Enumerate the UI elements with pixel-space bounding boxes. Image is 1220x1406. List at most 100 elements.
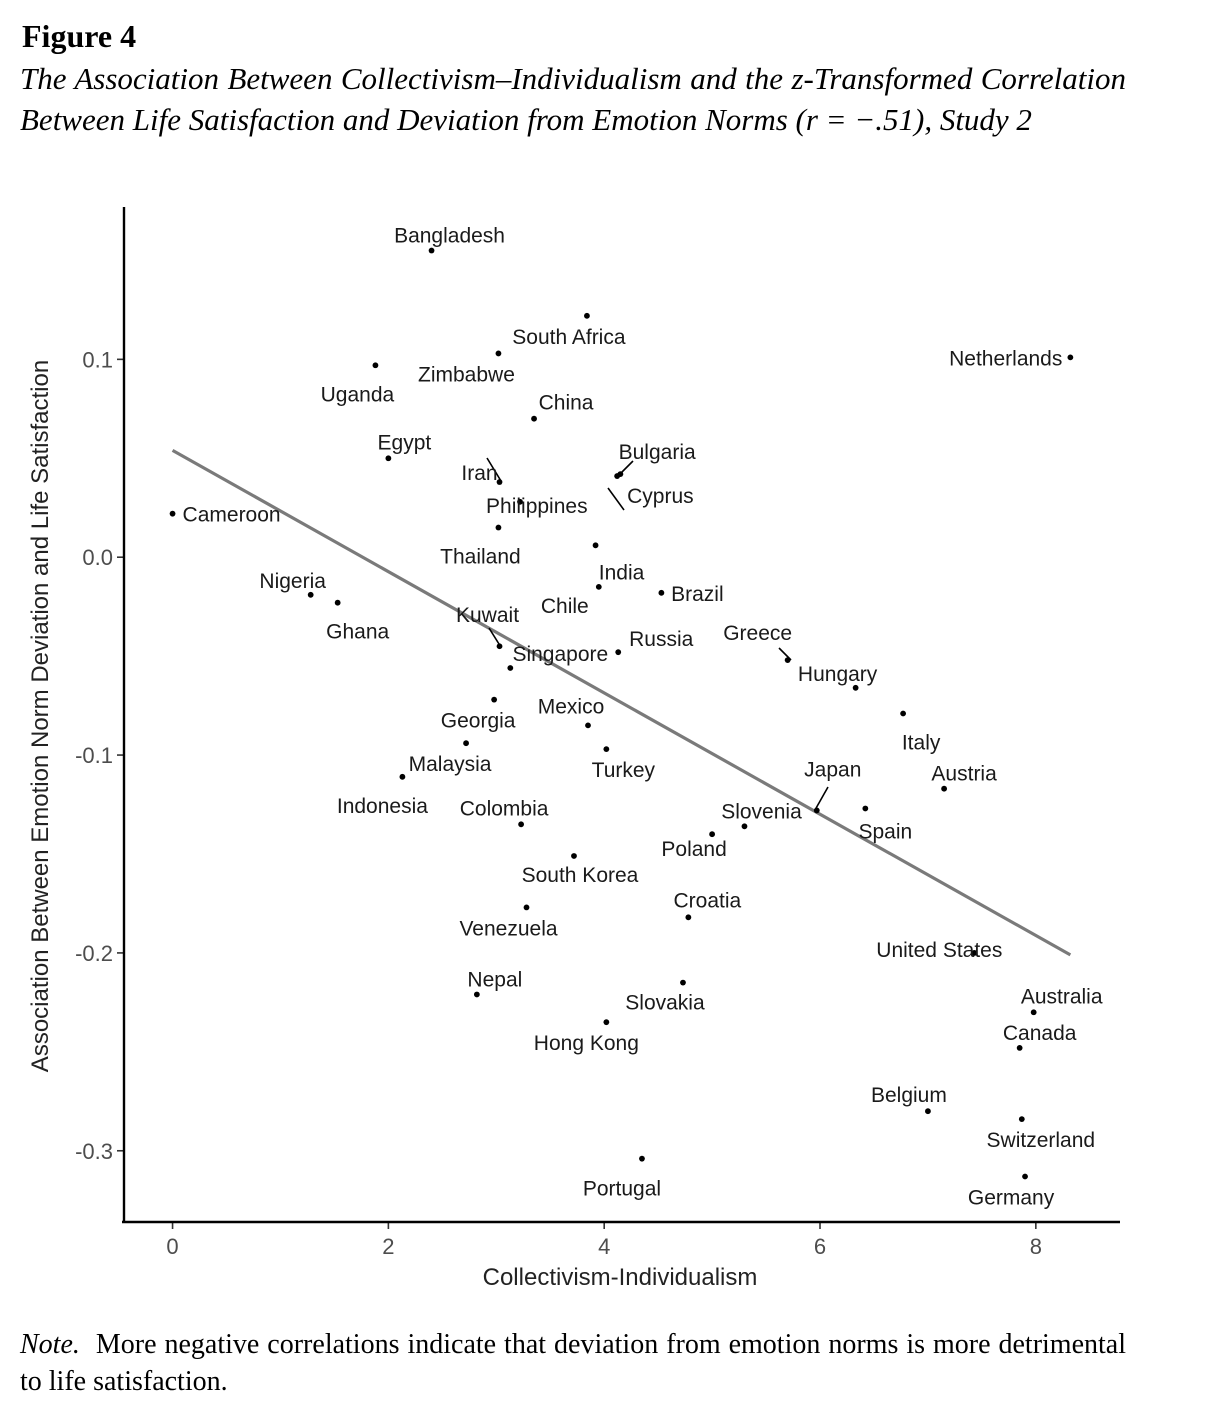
point-hong-kong	[603, 1019, 610, 1026]
point-label-philippines: Philippines	[486, 495, 588, 518]
point-belgium	[925, 1108, 931, 1115]
point-south-korea	[571, 853, 577, 859]
iran-callout	[486, 457, 502, 482]
point-ghana	[334, 599, 341, 606]
point-label-italy: Italy	[902, 732, 941, 755]
point-label-singapore: Singapore	[512, 643, 608, 666]
point-portugal	[639, 1155, 645, 1162]
point-poland	[709, 831, 716, 838]
point-label-iran: Iran	[461, 462, 497, 485]
point-label-uganda: Uganda	[321, 383, 395, 406]
point-label-indonesia: Indonesia	[337, 795, 428, 818]
y-tick-label: -0.1	[75, 743, 113, 768]
point-russia	[615, 649, 622, 656]
point-label-bangladesh: Bangladesh	[394, 225, 505, 248]
point-croatia	[685, 914, 692, 921]
point-label-greece: Greece	[723, 622, 792, 645]
point-india	[592, 542, 599, 549]
point-austria	[941, 785, 948, 792]
point-label-portugal: Portugal	[583, 1178, 661, 1201]
point-label-belgium: Belgium	[871, 1084, 947, 1107]
point-italy	[900, 710, 907, 717]
point-label-australia: Australia	[1021, 985, 1103, 1008]
point-label-slovenia: Slovenia	[721, 800, 802, 823]
point-label-mexico: Mexico	[538, 695, 605, 718]
point-netherlands	[1067, 354, 1074, 361]
point-label-india: India	[599, 561, 645, 584]
point-label-china: China	[539, 392, 594, 415]
point-mexico	[585, 722, 591, 729]
kuwait-callout	[488, 627, 500, 645]
point-label-malaysia: Malaysia	[409, 753, 492, 776]
point-cameroon	[169, 510, 176, 517]
x-axis-label: Collectivism-Individualism	[483, 1264, 758, 1291]
note-lead: Note.	[20, 1329, 80, 1360]
point-spain	[862, 805, 869, 812]
point-nigeria	[307, 591, 314, 598]
point-venezuela	[523, 904, 530, 911]
cyprus-callout	[607, 487, 625, 511]
point-hungary	[852, 684, 859, 691]
point-label-slovakia: Slovakia	[625, 992, 705, 1015]
point-singapore	[507, 665, 514, 671]
point-label-zimbabwe: Zimbabwe	[418, 363, 515, 386]
note-text: More negative correlations indicate that…	[20, 1329, 1126, 1397]
regression-line	[171, 448, 1072, 957]
point-chile	[595, 583, 602, 590]
x-tick-label: 0	[166, 1234, 178, 1259]
point-label-russia: Russia	[629, 628, 694, 651]
point-label-chile: Chile	[541, 595, 589, 618]
point-japan	[813, 807, 820, 814]
point-uganda	[372, 362, 379, 369]
point-australia	[1030, 1009, 1037, 1016]
point-switzerland	[1018, 1116, 1025, 1123]
scatter-plot: 0 2 4 6 8 0.1 0.0 -0.1 -0.2 -0.3 Bangladesh South…	[27, 205, 1124, 1295]
point-thailand	[495, 524, 502, 531]
figure-note: Note. More negative correlations indicat…	[20, 1326, 1126, 1400]
point-label-spain: Spain	[858, 820, 912, 843]
point-label-netherlands: Netherlands	[949, 347, 1062, 370]
point-label-kuwait: Kuwait	[456, 604, 519, 627]
point-label-bulgaria: Bulgaria	[619, 441, 696, 464]
point-label-nepal: Nepal	[467, 968, 522, 991]
point-label-canada: Canada	[1003, 1022, 1077, 1045]
y-tick-label: 0.1	[82, 347, 113, 372]
point-label-germany: Germany	[968, 1186, 1055, 1209]
figure-label: Figure 4	[22, 18, 137, 54]
point-kuwait	[496, 643, 503, 650]
point-label-united-states: United States	[876, 939, 1002, 962]
plot-background	[118, 205, 1124, 1295]
point-egypt	[385, 455, 392, 462]
point-label-poland: Poland	[661, 838, 726, 861]
point-label-croatia: Croatia	[674, 889, 742, 912]
figure-caption: The Association Between Collectivism–Ind…	[20, 61, 1126, 137]
y-tick-label: 0.0	[82, 545, 113, 570]
point-slovenia	[741, 823, 748, 830]
point-label-colombia: Colombia	[460, 797, 549, 820]
point-label-venezuela: Venezuela	[459, 917, 557, 940]
point-label-nigeria: Nigeria	[259, 570, 326, 593]
point-germany	[1022, 1173, 1028, 1180]
point-zimbabwe	[495, 350, 502, 357]
point-label-austria: Austria	[931, 763, 997, 786]
point-china	[531, 415, 537, 422]
x-tick-label: 4	[598, 1234, 610, 1259]
point-canada	[1016, 1044, 1023, 1051]
point-united-states	[971, 950, 978, 956]
point-label-south-korea: South Korea	[522, 864, 639, 887]
point-label-hong-kong: Hong Kong	[534, 1032, 639, 1055]
point-label-cyprus: Cyprus	[627, 485, 694, 508]
point-indonesia	[399, 773, 406, 780]
point-label-hungary: Hungary	[798, 663, 878, 686]
x-tick-label: 6	[814, 1234, 826, 1259]
point-label-turkey: Turkey	[592, 759, 656, 782]
point-brazil	[658, 589, 665, 596]
point-bangladesh	[428, 247, 435, 254]
point-philippines	[517, 498, 523, 505]
point-label-ghana: Ghana	[326, 621, 389, 644]
point-malaysia	[463, 740, 469, 747]
point-label-switzerland: Switzerland	[987, 1129, 1096, 1152]
point-label-brazil: Brazil	[671, 583, 724, 606]
point-turkey	[603, 746, 610, 753]
point-label-japan: Japan	[804, 758, 861, 781]
